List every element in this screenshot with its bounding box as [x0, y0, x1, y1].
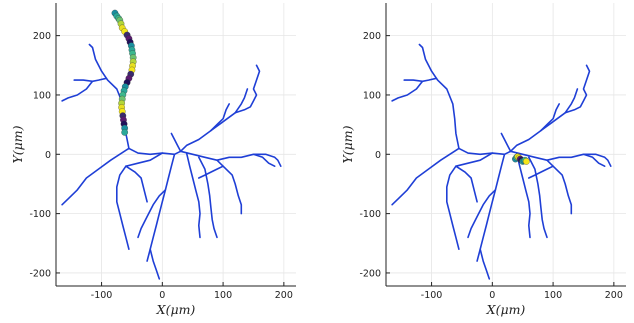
dendrite-branch [185, 152, 201, 239]
y-tick-label: -100 [359, 209, 381, 220]
y-axis-label: Y(μm) [340, 125, 355, 163]
dendrite-branch [479, 248, 491, 280]
highlight-point [121, 128, 129, 136]
dendrite-branch [509, 88, 579, 153]
dendrite-branch [500, 132, 512, 153]
x-axis-label: X(μm) [486, 302, 526, 317]
x-tick-label: 0 [489, 290, 495, 301]
dendrite-branch [198, 165, 224, 179]
x-tick-label: 100 [214, 290, 232, 301]
dendrite-branch [458, 147, 512, 156]
y-tick-label: 200 [363, 31, 381, 42]
dendrite-branch [61, 147, 130, 206]
dendrite-branch [252, 153, 276, 167]
y-tick-label: -100 [29, 209, 51, 220]
dendrite-branch [179, 88, 249, 153]
dendrite-branch [198, 156, 218, 239]
x-tick-label: 200 [605, 290, 623, 301]
dendrite-branch [116, 152, 164, 250]
dendrite-branch [391, 147, 460, 206]
y-tick-label: 100 [363, 90, 381, 101]
x-tick-label: 200 [275, 290, 293, 301]
dendrite-branch [455, 165, 478, 203]
dendrite-branch [476, 153, 506, 262]
y-tick-label: 200 [33, 31, 51, 42]
x-tick-label: -100 [91, 290, 113, 301]
dendrite-branch [170, 132, 182, 153]
dendrite-branch [179, 150, 282, 167]
y-tick-label: -200 [29, 268, 51, 279]
dendrite-branch [446, 152, 494, 250]
dendrite-branch [564, 64, 591, 114]
left-plot: -100 0 100 200 -200 -100 0 100 200 X(μm) Y(μm) [10, 3, 296, 317]
dendrite-branch [61, 80, 94, 102]
dendrite-branch [515, 152, 531, 239]
dendrite-branch [540, 103, 560, 132]
dendrite-branch [128, 147, 182, 156]
dendrite-branch [391, 80, 424, 102]
y-tick-label: 0 [375, 150, 381, 161]
dendrite-branch [528, 165, 554, 179]
dendrite-branch [582, 153, 606, 167]
right-plot: -100 0 100 200 -200 -100 0 100 200 X(μm) Y(μm) [340, 3, 626, 317]
dendrite-branch [146, 153, 176, 262]
highlight-point [523, 158, 530, 165]
x-tick-label: 0 [159, 290, 165, 301]
dendrite-branch [125, 165, 148, 203]
dendrite-branch [418, 43, 460, 150]
dendrite-branch [234, 64, 261, 114]
y-tick-label: 100 [33, 90, 51, 101]
dendrite-branch [149, 248, 161, 280]
y-tick-label: -200 [359, 268, 381, 279]
x-tick-label: -100 [421, 290, 443, 301]
dendrite-branch [210, 103, 230, 132]
dendrite-branch [467, 189, 497, 239]
dendrite-branch [509, 150, 612, 167]
y-tick-label: 0 [45, 150, 51, 161]
x-tick-label: 100 [544, 290, 562, 301]
x-axis-label: X(μm) [156, 302, 196, 317]
y-axis-label: Y(μm) [10, 125, 25, 163]
dendrite-branch [528, 156, 548, 239]
dendrite-branch [137, 189, 167, 239]
